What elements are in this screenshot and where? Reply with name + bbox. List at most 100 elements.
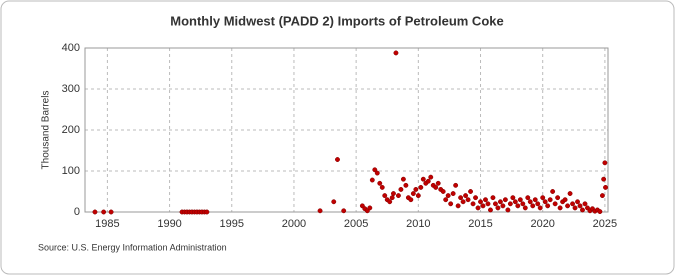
point	[341, 208, 347, 214]
point	[580, 207, 585, 213]
x-tick-label: 2015	[468, 218, 492, 230]
point	[485, 201, 491, 207]
point	[567, 191, 573, 197]
point	[317, 208, 323, 214]
point	[488, 207, 493, 213]
point	[495, 205, 501, 211]
y-tick-label: 400	[62, 42, 80, 54]
point	[425, 178, 431, 184]
point	[597, 209, 603, 215]
point	[382, 193, 388, 199]
point	[450, 191, 456, 197]
point	[335, 157, 340, 162]
point	[577, 203, 583, 209]
x-tick-label: 2025	[593, 218, 617, 230]
point	[507, 201, 513, 207]
point	[458, 195, 464, 201]
point	[367, 205, 373, 211]
point	[108, 209, 114, 215]
point	[415, 193, 421, 199]
x-tick-label: 1985	[95, 218, 119, 230]
point	[470, 201, 476, 207]
x-tick-label: 2005	[344, 218, 368, 230]
point	[369, 177, 375, 183]
y-tick-label: 100	[62, 165, 80, 177]
point	[433, 184, 439, 190]
plot-area	[84, 47, 609, 213]
x-tick-label: 2000	[282, 218, 306, 230]
point	[420, 176, 426, 182]
x-tick-label: 1995	[220, 218, 244, 230]
point	[92, 209, 98, 215]
point	[448, 201, 454, 207]
point	[372, 167, 378, 173]
point	[475, 205, 481, 211]
point	[525, 195, 531, 201]
x-tick-label: 1990	[157, 218, 181, 230]
point	[527, 199, 533, 205]
point	[552, 201, 558, 207]
x-tick-label: 2020	[530, 218, 554, 230]
point	[582, 201, 588, 207]
point	[483, 197, 488, 203]
point	[572, 205, 578, 211]
y-tick-label: 300	[62, 83, 80, 95]
point	[490, 195, 496, 201]
point	[400, 176, 406, 182]
point	[418, 184, 424, 190]
point	[510, 195, 516, 201]
point	[445, 193, 451, 199]
point	[460, 199, 466, 205]
y-axis-label: Thousand Barrels	[41, 91, 52, 170]
point	[517, 197, 523, 203]
point	[522, 205, 528, 211]
point	[331, 199, 337, 205]
point	[535, 201, 541, 207]
point	[413, 187, 419, 192]
point	[101, 209, 107, 215]
point	[497, 199, 503, 205]
y-tick-label: 200	[62, 124, 80, 136]
point	[532, 197, 538, 203]
point	[602, 160, 608, 166]
point	[395, 193, 401, 199]
point	[545, 203, 551, 209]
point	[540, 195, 546, 201]
point	[502, 197, 508, 203]
source: Source: U.S. Energy Information Administ…	[38, 242, 227, 252]
x-tick-label: 2010	[406, 218, 430, 230]
point	[562, 197, 568, 203]
point	[465, 197, 471, 203]
point	[530, 203, 536, 209]
point	[398, 187, 404, 192]
point	[379, 184, 385, 190]
point	[455, 203, 461, 209]
point	[537, 205, 543, 211]
point	[473, 195, 478, 201]
point	[505, 207, 511, 213]
point	[453, 182, 459, 188]
point	[468, 189, 474, 194]
point	[515, 203, 521, 209]
point	[408, 197, 414, 203]
point	[387, 199, 393, 205]
point	[512, 199, 518, 205]
point	[542, 199, 548, 205]
point	[440, 189, 446, 194]
point	[500, 203, 506, 209]
point	[492, 201, 498, 207]
point	[403, 182, 409, 188]
point	[393, 50, 399, 56]
point	[601, 176, 607, 182]
point	[204, 209, 210, 215]
point	[555, 195, 561, 201]
point	[435, 180, 441, 186]
point	[570, 201, 576, 207]
point	[547, 197, 553, 203]
point	[377, 180, 383, 186]
chart-title: Monthly Midwest (PADD 2) Imports of Petr…	[170, 13, 503, 28]
point	[480, 203, 486, 209]
point	[463, 193, 469, 199]
